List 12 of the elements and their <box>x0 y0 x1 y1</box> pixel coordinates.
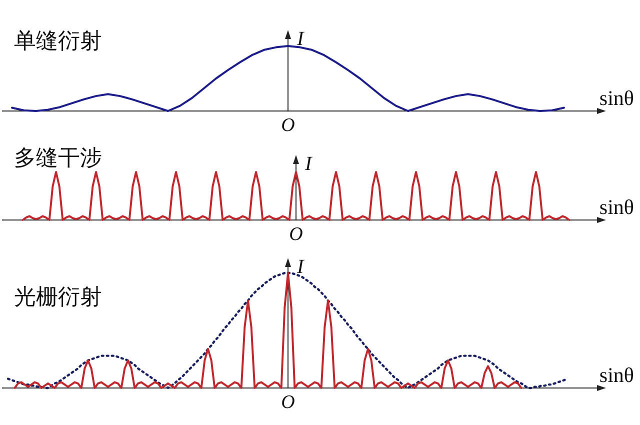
text: O <box>289 224 304 245</box>
text: 光栅衍射 <box>14 284 102 309</box>
chart-title: 单缝衍射 <box>14 28 102 53</box>
text: O <box>281 115 296 136</box>
chart-title: 多缝干涉 <box>14 145 102 170</box>
y-axis-title: I <box>304 153 313 175</box>
text: O <box>281 392 296 413</box>
y-axis-title: I <box>296 256 305 278</box>
y-axis-title: I <box>296 28 305 50</box>
x-axis-title: sinθ <box>599 195 634 219</box>
x-axis-title: sinθ <box>599 363 634 387</box>
x-axis-title: sinθ <box>599 86 634 110</box>
